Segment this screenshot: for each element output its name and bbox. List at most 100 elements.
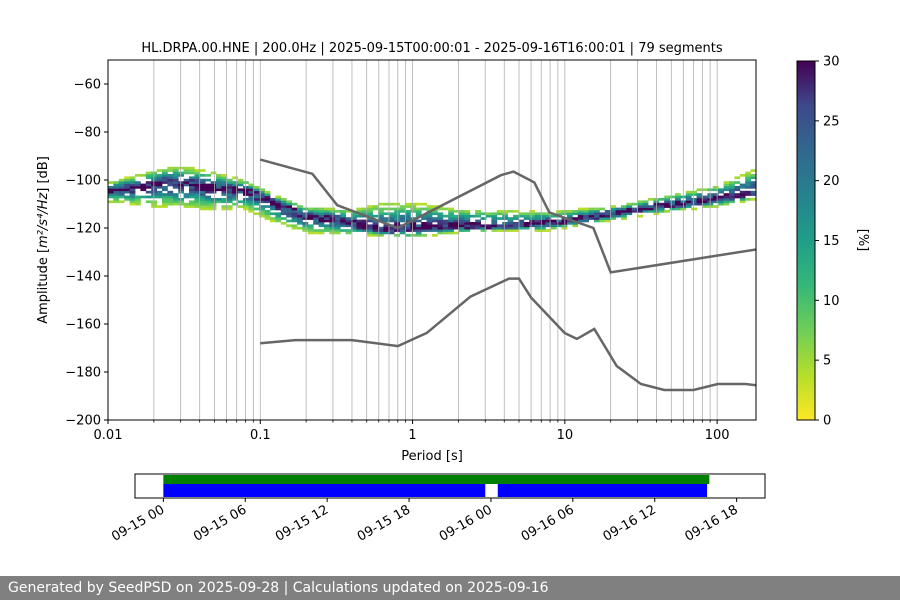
heatmap-cell xyxy=(604,214,611,218)
heatmap-cell xyxy=(253,190,260,194)
heatmap-cell xyxy=(162,205,168,208)
heatmap-cell xyxy=(383,212,390,216)
heatmap-cell xyxy=(491,214,498,218)
heatmap-cell xyxy=(437,207,444,211)
heatmap-cell xyxy=(496,226,503,230)
heatmap-cell xyxy=(442,219,449,223)
heatmap-cell xyxy=(583,214,589,218)
heatmap-cell xyxy=(523,226,530,230)
heatmap-cell xyxy=(221,178,228,182)
heatmap-cell xyxy=(734,195,741,199)
heatmap-cell xyxy=(324,229,330,232)
heatmap-cell xyxy=(734,181,741,184)
heatmap-cell xyxy=(691,200,697,204)
heatmap-cell xyxy=(194,174,201,177)
heatmap-cell xyxy=(421,222,427,225)
heatmap-cell xyxy=(183,178,190,182)
heatmap-cell xyxy=(232,190,238,194)
heatmap-cell xyxy=(205,198,211,201)
heatmap-cell xyxy=(361,224,368,228)
heatmap-cell xyxy=(226,198,233,201)
heatmap-cell xyxy=(394,207,400,211)
heatmap-cell xyxy=(297,210,303,213)
heatmap-cell xyxy=(118,193,125,196)
heatmap-cell xyxy=(199,207,206,211)
heatmap-cell xyxy=(248,207,255,211)
heatmap-cell xyxy=(696,200,703,204)
heatmap-cell xyxy=(469,224,476,228)
heatmap-cell xyxy=(459,214,465,218)
heatmap-cell xyxy=(113,181,120,184)
heatmap-cell xyxy=(162,193,168,196)
heatmap-cell xyxy=(502,224,508,228)
heatmap-cell xyxy=(129,193,136,196)
heatmap-cell xyxy=(637,214,643,218)
heatmap-cell xyxy=(302,229,309,232)
heatmap-cell xyxy=(199,193,206,196)
heatmap-cell xyxy=(712,198,719,201)
heatmap-cell xyxy=(513,222,519,225)
heatmap-cell xyxy=(534,226,541,230)
heatmap-cell xyxy=(448,224,454,228)
heatmap-cell xyxy=(145,174,152,177)
x-axis-ticks: 0.01 0.1 1 10 100 xyxy=(94,420,730,443)
heatmap-cell xyxy=(189,195,195,199)
heatmap-cell xyxy=(383,231,390,235)
y-axis-ticks: −200 −180 −160 −140 −120 −100 −80 −60 xyxy=(65,78,108,429)
heatmap-cell xyxy=(518,222,525,225)
timeline-data-span xyxy=(163,475,710,484)
heatmap-cell xyxy=(199,169,206,172)
heatmap-cell xyxy=(189,169,195,172)
heatmap-cell xyxy=(156,190,163,194)
heatmap-cell xyxy=(550,226,557,230)
heatmap-cell xyxy=(383,207,390,211)
heatmap-cell xyxy=(723,202,730,206)
heatmap-cell xyxy=(329,229,336,232)
heatmap-cell xyxy=(691,193,697,196)
heatmap-cell xyxy=(313,217,319,220)
heatmap-cell xyxy=(253,202,260,206)
heatmap-cell xyxy=(199,183,206,187)
x-tick-label: 0.01 xyxy=(94,428,123,443)
heatmap-cell xyxy=(426,224,433,228)
heatmap-cell xyxy=(226,207,233,211)
heatmap-cell xyxy=(270,198,276,201)
heatmap-cell xyxy=(113,198,120,201)
heatmap-cell xyxy=(351,226,357,230)
heatmap-cell xyxy=(351,222,357,225)
heatmap-cell xyxy=(745,174,751,177)
heatmap-cell xyxy=(480,229,487,232)
heatmap-cell xyxy=(583,217,589,220)
heatmap-cell xyxy=(302,222,309,225)
heatmap-cell xyxy=(615,207,622,211)
heatmap-cell xyxy=(367,234,373,237)
heatmap-cell xyxy=(334,222,341,225)
heatmap-cell xyxy=(270,207,276,211)
heatmap-cell xyxy=(426,214,433,218)
heatmap-cell xyxy=(388,226,395,230)
heatmap-cell xyxy=(442,222,449,225)
heatmap-cell xyxy=(286,212,292,216)
heatmap-cell xyxy=(118,200,125,204)
heatmap-cell xyxy=(178,190,184,194)
heatmap-cell xyxy=(280,212,287,216)
heatmap-cell xyxy=(399,229,406,232)
heatmap-cell xyxy=(162,195,168,199)
heatmap-cell xyxy=(226,190,233,194)
heatmap-cell xyxy=(550,222,557,225)
heatmap-cell xyxy=(394,214,400,218)
heatmap-cell xyxy=(572,210,579,213)
heatmap-cell xyxy=(172,195,179,199)
heatmap-cell xyxy=(118,190,125,194)
heatmap-cell xyxy=(658,205,665,208)
heatmap-cell xyxy=(124,188,130,192)
heatmap-cell xyxy=(432,229,438,232)
x-tick-label: 100 xyxy=(705,428,730,443)
heatmap-cell xyxy=(329,226,336,230)
heatmap-cell xyxy=(264,214,271,218)
heatmap-cell xyxy=(297,207,303,211)
heatmap-cell xyxy=(480,226,487,230)
heatmap-cell xyxy=(577,214,584,218)
heatmap-cell xyxy=(734,176,741,180)
heatmap-cell xyxy=(313,214,319,218)
